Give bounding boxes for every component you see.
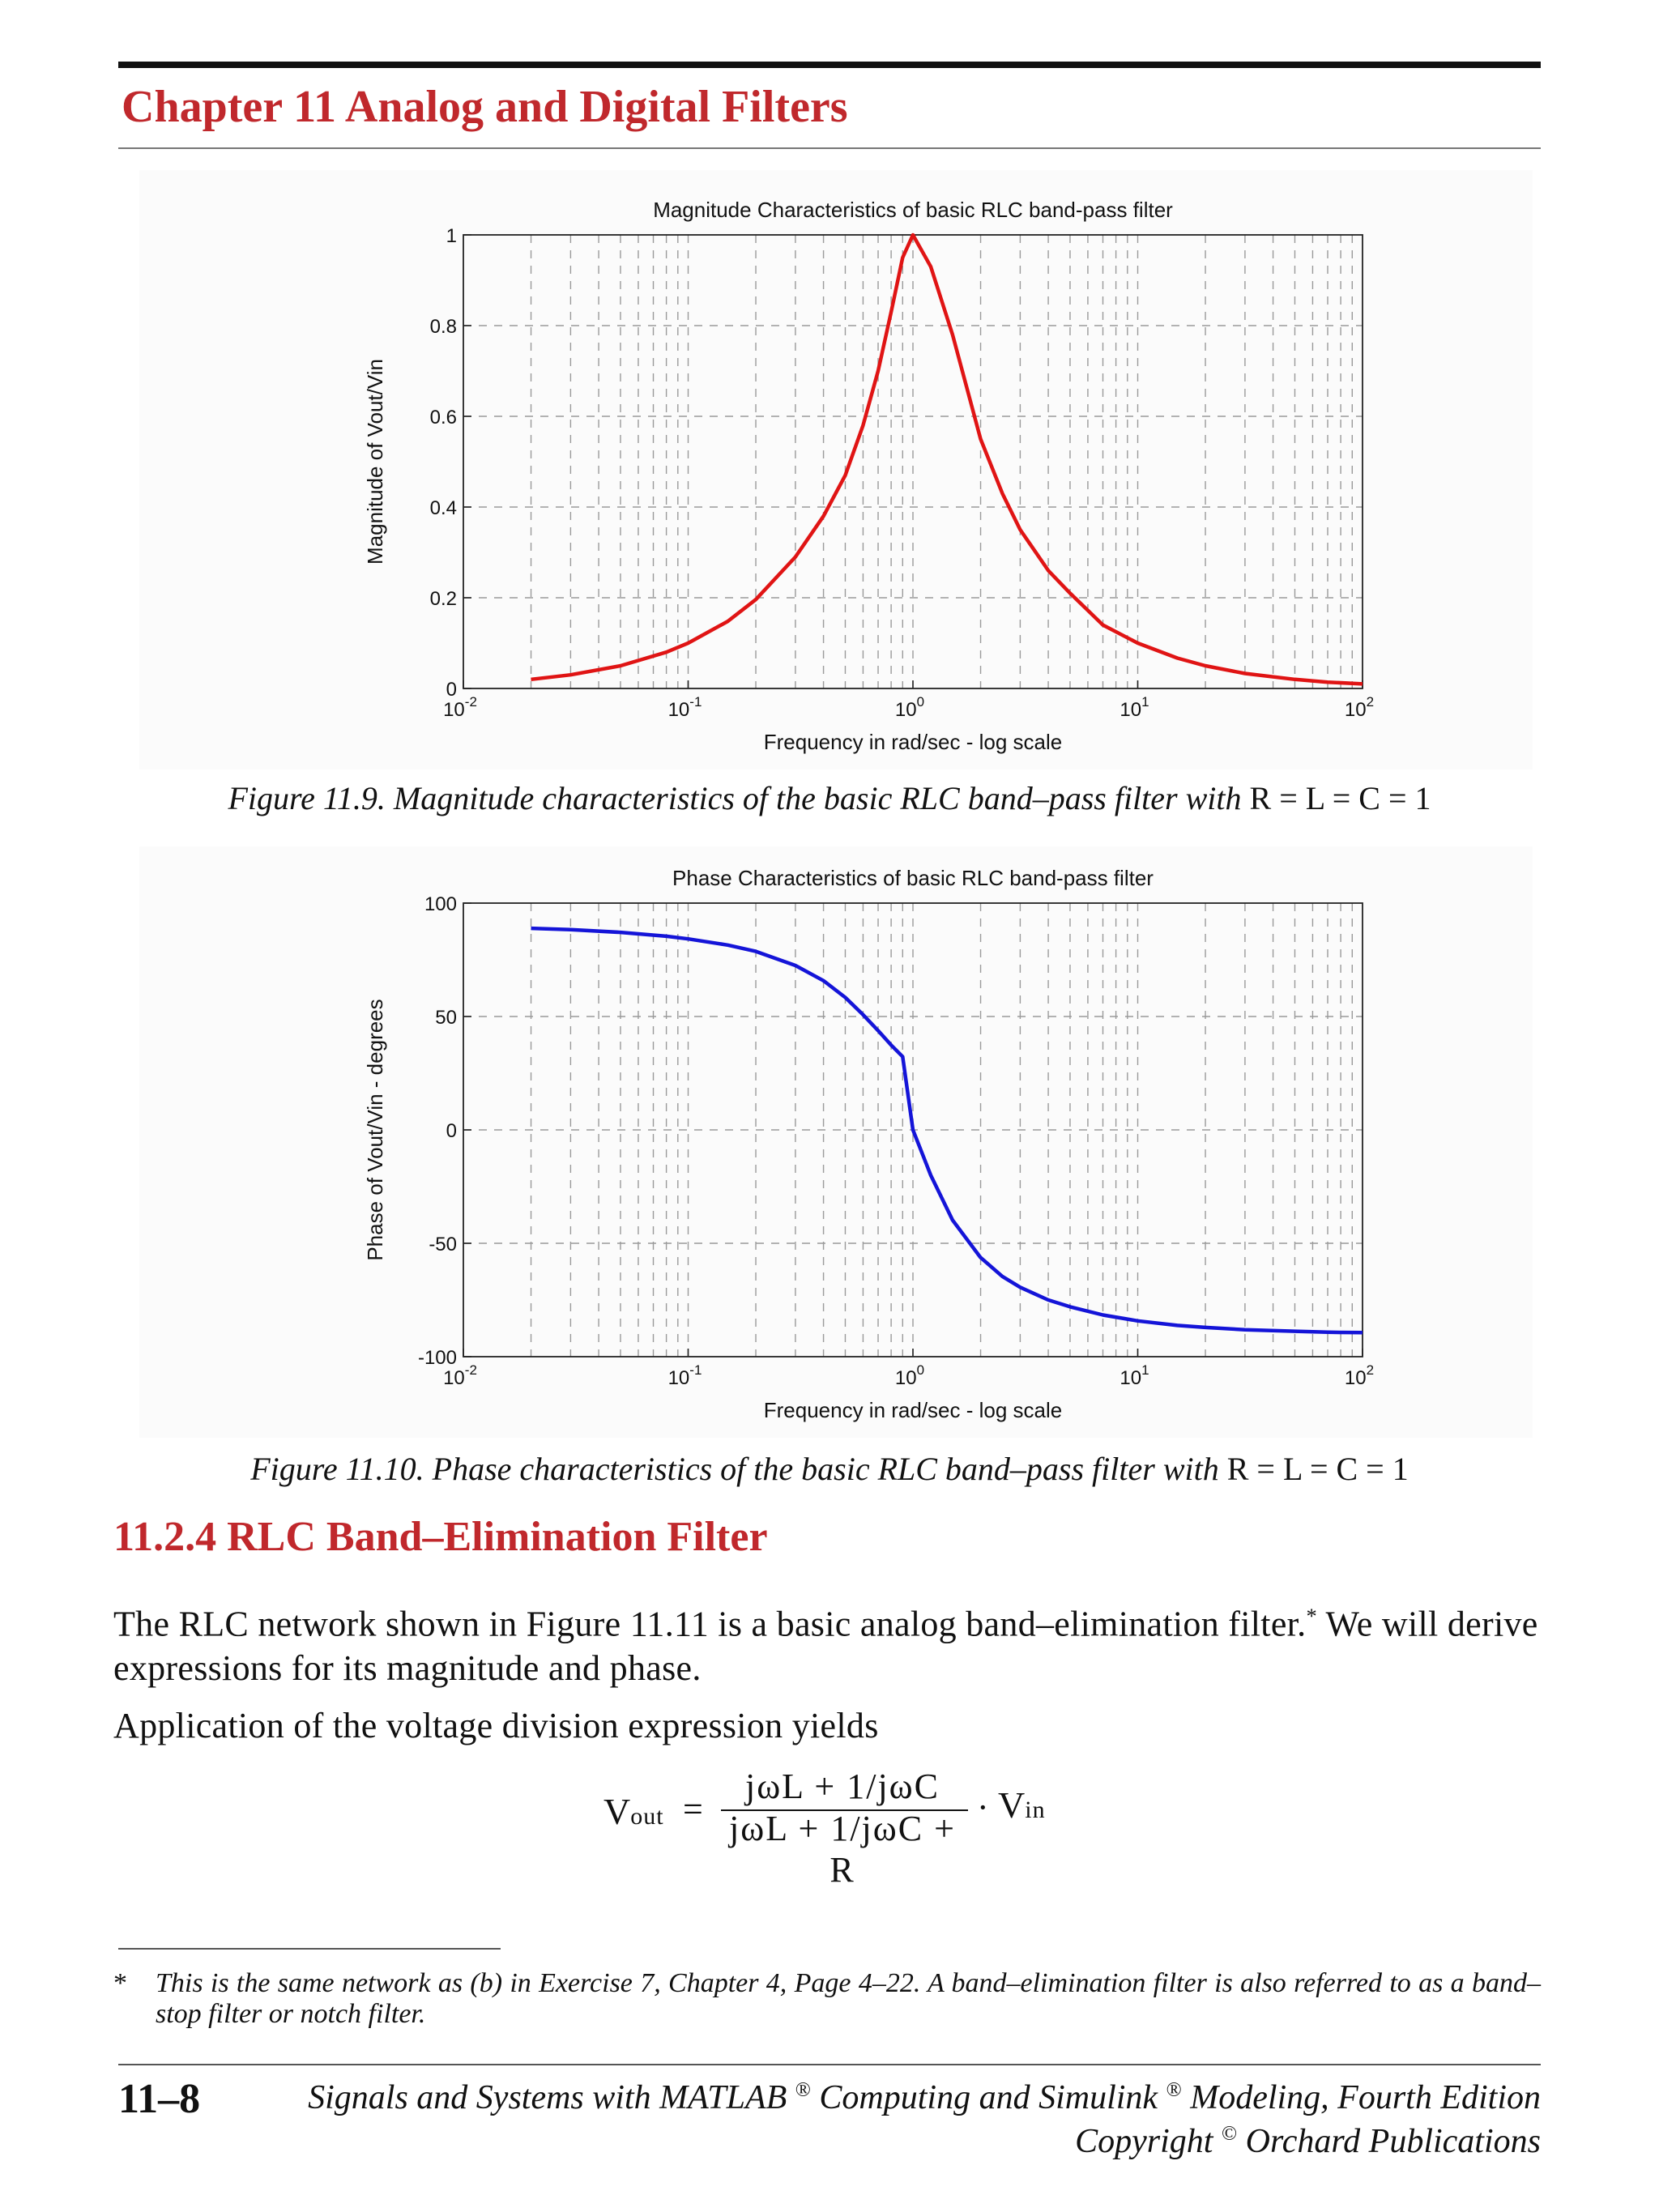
figure-magnitude: Magnitude Characteristics of basic RLC b… (139, 170, 1533, 769)
figure-phase: Phase Characteristics of basic RLC band-… (139, 846, 1533, 1438)
footnote: * This is the same network as (b) in Exe… (113, 1968, 1541, 2030)
fraction-bar (721, 1809, 968, 1811)
chapter-title: Chapter 11 Analog and Digital Filters (122, 82, 848, 132)
series-line (531, 926, 1363, 1335)
footnote-star: * (113, 1968, 127, 1998)
y-axis-label: Phase of Vout/Vin - degrees (363, 999, 387, 1260)
copyright: Copyright © Orchard Publications (1075, 2122, 1541, 2161)
chart-title: Phase Characteristics of basic RLC band-… (672, 866, 1154, 890)
y-tick-label: 0.8 (430, 316, 457, 338)
book-title-part: Modeling, Fourth Edition (1181, 2079, 1541, 2116)
numerator: jωL + 1/jωC (744, 1767, 940, 1806)
y-tick-label: 0 (446, 679, 457, 701)
book-title: Signals and Systems with MATLAB ® Comput… (308, 2078, 1541, 2117)
equals-sign: = (683, 1789, 703, 1829)
tick-exponent: 1 (1141, 1362, 1149, 1378)
tick-base: 10 (1120, 1367, 1141, 1389)
tick-base: 10 (443, 699, 465, 721)
x-tick-label: 101 (1120, 694, 1149, 721)
x-tick-label: 10-1 (668, 1362, 702, 1389)
book-title-part: Computing and Simulink (810, 2079, 1158, 2116)
x-tick-label: 10-1 (668, 694, 702, 721)
y-axis-label: Magnitude of Vout/Vin (363, 359, 387, 565)
y-tick-label: 0.4 (430, 497, 457, 519)
footnote-text: This is the same network as (b) in Exerc… (156, 1968, 1541, 2029)
footnote-rule (118, 1948, 501, 1950)
x-tick-label: 100 (895, 1362, 924, 1389)
tick-exponent: -2 (465, 1362, 477, 1378)
tick-exponent: 1 (1141, 694, 1149, 710)
tick-exponent: 2 (1367, 1362, 1374, 1378)
body-paragraph-1: The RLC network shown in Figure 11.11 is… (113, 1594, 1547, 1690)
caption-upright: R = L = C = 1 (1226, 1451, 1409, 1487)
book-title-part: Signals and Systems with MATLAB (308, 2079, 787, 2116)
vin-symbol: Vin (998, 1784, 1046, 1826)
eq-v: V (603, 1791, 631, 1832)
registered-mark: ® (795, 2079, 811, 2101)
tick-base: 10 (1345, 699, 1367, 721)
tick-base: 10 (668, 699, 690, 721)
para-text: We will derive expressions for its magni… (113, 1604, 1538, 1688)
y-tick-label: 0.2 (430, 588, 457, 610)
publisher: Orchard Publications (1237, 2123, 1541, 2160)
tick-exponent: 0 (917, 1362, 924, 1378)
tick-base: 10 (443, 1367, 465, 1389)
copyright-symbol: © (1221, 2123, 1238, 2145)
figure-11-10-caption: Figure 11.10. Phase characteristics of t… (0, 1450, 1659, 1488)
y-tick-label: 1 (446, 225, 457, 247)
para-text: The RLC network shown in Figure 11.11 is… (113, 1604, 1307, 1644)
caption-upright: R = L = C = 1 (1249, 780, 1431, 816)
tick-base: 10 (668, 1367, 690, 1389)
y-tick-label: 100 (424, 893, 457, 915)
body-paragraph-2: Application of the voltage division expr… (113, 1706, 879, 1745)
x-axis-label: Frequency in rad/sec - log scale (764, 730, 1063, 754)
figure-11-9-caption: Figure 11.9. Magnitude characteristics o… (0, 779, 1659, 817)
tick-exponent: -1 (689, 694, 702, 710)
y-tick-label: 0 (446, 1120, 457, 1142)
axes-frame (463, 902, 1363, 1357)
caption-italic: Figure 11.10. Phase characteristics of t… (250, 1451, 1227, 1487)
y-tick-label: 0.6 (430, 407, 457, 428)
tick-base: 10 (1345, 1367, 1367, 1389)
y-tick-label: 50 (435, 1007, 457, 1029)
x-tick-label: 100 (895, 694, 924, 721)
tick-exponent: -1 (689, 1362, 702, 1378)
x-tick-label: 101 (1120, 1362, 1149, 1389)
x-tick-label: 10-2 (443, 694, 477, 721)
denominator: jωL + 1/jωC + R (729, 1809, 956, 1890)
tick-base: 10 (1120, 699, 1141, 721)
tick-exponent: -2 (465, 694, 477, 710)
eq-sub-out: out (630, 1803, 664, 1830)
vout-symbol: Vout (603, 1790, 664, 1833)
footnote-marker: * (1306, 1604, 1317, 1628)
page-number: 11–8 (118, 2076, 201, 2122)
x-tick-label: 102 (1345, 694, 1374, 721)
chart-title: Magnitude Characteristics of basic RLC b… (653, 198, 1173, 222)
tick-exponent: 0 (917, 694, 924, 710)
registered-mark: ® (1166, 2079, 1182, 2101)
tick-exponent: 2 (1367, 694, 1374, 710)
y-tick-label: -50 (429, 1234, 457, 1255)
x-tick-label: 102 (1345, 1362, 1374, 1389)
header-rule (118, 62, 1541, 68)
section-heading: 11.2.4 RLC Band–Elimination Filter (113, 1514, 768, 1560)
phase-chart: Phase Characteristics of basic RLC band-… (363, 866, 1374, 1422)
copyright-word: Copyright (1075, 2123, 1213, 2160)
header-divider (118, 147, 1541, 149)
series-line (531, 232, 1363, 686)
x-tick-label: 10-2 (443, 1362, 477, 1389)
tick-base: 10 (895, 699, 917, 721)
footer-rule (118, 2064, 1541, 2065)
magnitude-chart: Magnitude Characteristics of basic RLC b… (363, 198, 1374, 754)
caption-italic: Figure 11.9. Magnitude characteristics o… (228, 780, 1250, 816)
tick-base: 10 (895, 1367, 917, 1389)
dot-operator: · (977, 1788, 989, 1827)
x-axis-label: Frequency in rad/sec - log scale (764, 1398, 1063, 1422)
eq-sub-in: in (1025, 1796, 1046, 1823)
y-tick-label: -100 (418, 1347, 457, 1369)
voltage-division-equation: Vout = jωL + 1/jωC jωL + 1/jωC + R · Vin (0, 1767, 1659, 1890)
eq-v: V (998, 1784, 1026, 1826)
